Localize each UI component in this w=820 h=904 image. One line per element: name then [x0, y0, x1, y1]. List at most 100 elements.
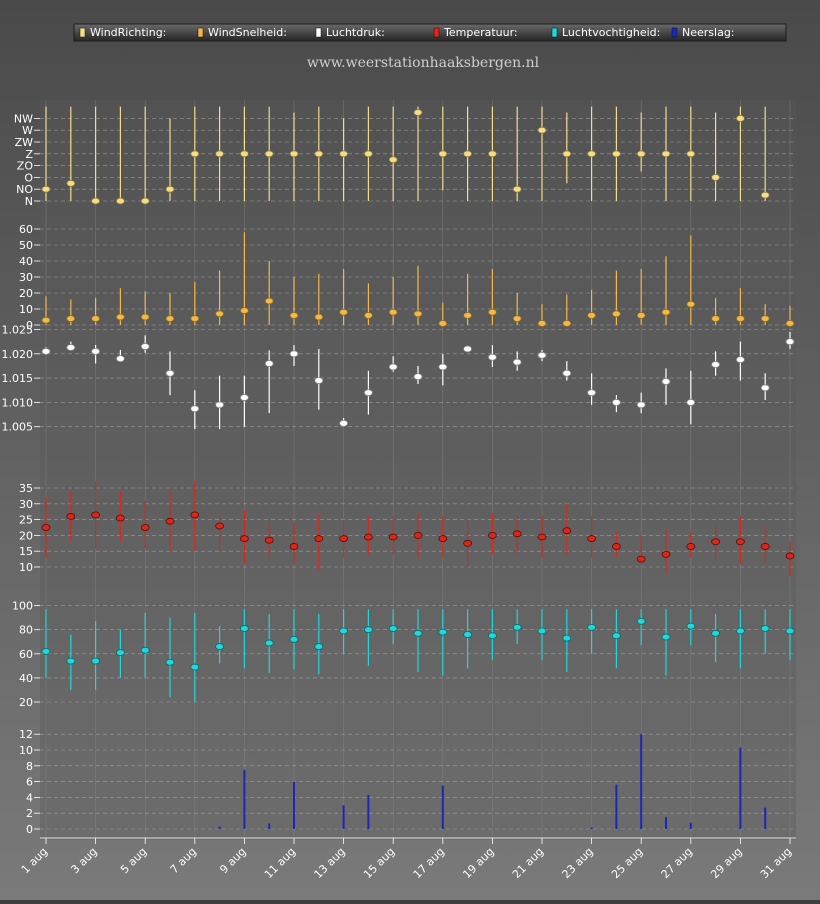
- pressure-point: [736, 356, 745, 364]
- pressure-point: [41, 347, 51, 355]
- y-tick-label: N: [25, 195, 33, 208]
- windspeed-point: [165, 315, 175, 323]
- precipitation-bar: [367, 795, 370, 829]
- humidity-point: [215, 643, 225, 650]
- temperature-point: [587, 535, 596, 542]
- pressure-point: [91, 347, 100, 355]
- humidity-point: [785, 627, 795, 635]
- winddirection-point: [339, 150, 349, 158]
- humidity-point: [264, 639, 274, 647]
- y-tick-label: 60: [19, 223, 33, 236]
- windspeed-point: [190, 315, 200, 323]
- y-tick-label: 35: [19, 482, 33, 495]
- temperature-point: [264, 536, 274, 544]
- windspeed-point: [116, 313, 125, 321]
- legend-label: Neerslag:: [682, 26, 735, 39]
- temperature-point: [711, 538, 720, 546]
- humidity-point: [91, 657, 100, 665]
- legend-swatch: [551, 27, 558, 38]
- windspeed-point: [388, 308, 398, 316]
- winddirection-point: [661, 150, 671, 158]
- legend-label: Temperatuur:: [443, 26, 518, 39]
- humidity-point: [339, 627, 349, 635]
- windspeed-point: [487, 308, 497, 316]
- humidity-point: [140, 646, 150, 654]
- winddirection-point: [413, 109, 423, 116]
- y-tick-label: 30: [19, 498, 33, 511]
- humidity-point: [760, 625, 770, 632]
- temperature-point: [612, 543, 621, 550]
- windspeed-point: [140, 313, 150, 321]
- y-tick-label: 1.005: [2, 421, 34, 434]
- windspeed-point: [66, 315, 76, 323]
- pressure-point: [165, 369, 175, 377]
- y-tick-label: NW: [14, 112, 33, 125]
- y-tick-label: 8: [26, 760, 33, 773]
- windspeed-point: [438, 319, 448, 327]
- windspeed-point: [264, 297, 274, 305]
- y-tick-label: Z: [25, 148, 33, 161]
- temperature-point: [388, 533, 398, 541]
- windspeed-point: [636, 311, 646, 319]
- humidity-point: [661, 633, 671, 641]
- y-tick-label: 10: [19, 561, 33, 574]
- pressure-point: [264, 360, 274, 367]
- pressure-point: [413, 373, 423, 381]
- pressure-point: [463, 345, 473, 353]
- humidity-point: [41, 647, 51, 655]
- precipitation-bar: [615, 784, 618, 829]
- pressure-point: [339, 419, 349, 427]
- y-tick-label: 20: [19, 529, 33, 542]
- windspeed-point: [736, 315, 745, 323]
- windspeed-point: [587, 311, 596, 319]
- pressure-point: [314, 377, 324, 384]
- y-tick-label: 10: [19, 303, 33, 316]
- temperature-point: [537, 533, 547, 541]
- pressure-point: [140, 343, 150, 350]
- temperature-point: [140, 524, 150, 531]
- winddirection-point: [711, 173, 720, 181]
- winddirection-point: [636, 150, 646, 158]
- windspeed-point: [612, 310, 621, 318]
- pressure-point: [363, 389, 373, 397]
- humidity-point: [612, 632, 621, 640]
- winddirection-point: [463, 150, 473, 158]
- pressure-point: [388, 363, 398, 371]
- y-tick-label: 20: [19, 696, 33, 709]
- legend-swatch: [433, 27, 440, 38]
- temperature-point: [116, 514, 125, 522]
- winddirection-point: [239, 150, 249, 158]
- winddirection-point: [116, 197, 125, 205]
- humidity-point: [512, 623, 522, 631]
- windspeed-point: [661, 308, 671, 316]
- humidity-point: [562, 634, 572, 642]
- windspeed-point: [463, 311, 473, 319]
- precipitation-bar: [293, 781, 295, 829]
- legend: WindRichting: WindSnelheid: Luchtdruk: Temp…: [73, 23, 787, 42]
- temperature-point: [760, 543, 770, 550]
- y-tick-label: 10: [19, 744, 33, 757]
- pressure-point: [785, 338, 795, 346]
- y-tick-label: 6: [26, 776, 33, 789]
- precipitation-bar: [665, 817, 667, 829]
- windspeed-point: [413, 310, 423, 318]
- y-tick-label: 1.010: [2, 396, 34, 409]
- y-tick-label: 15: [19, 545, 33, 558]
- temperature-point: [66, 513, 76, 520]
- windspeed-point: [537, 319, 547, 327]
- winddirection-point: [91, 197, 100, 205]
- winddirection-point: [612, 150, 621, 158]
- y-tick-label: 25: [19, 514, 33, 527]
- pressure-point: [438, 363, 448, 371]
- windspeed-point: [41, 316, 51, 324]
- pressure-point: [661, 378, 671, 385]
- windspeed-point: [760, 315, 770, 323]
- windspeed-point: [215, 310, 225, 318]
- winddirection-point: [314, 150, 324, 158]
- winddirection-point: [215, 150, 225, 158]
- y-tick-label: ZW: [15, 136, 34, 149]
- humidity-point: [289, 635, 299, 643]
- precipitation-bar: [764, 807, 767, 829]
- temperature-point: [785, 552, 795, 560]
